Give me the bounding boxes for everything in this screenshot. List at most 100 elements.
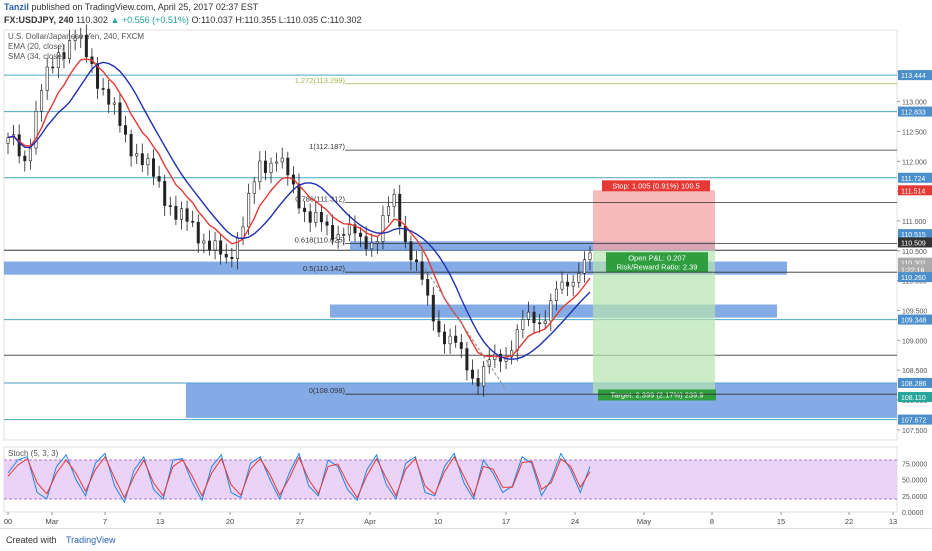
pnl-label: Open P&L: 0.207	[628, 253, 686, 262]
stop-label-box	[602, 180, 710, 192]
candle-body	[247, 193, 251, 228]
rr-label: Risk/Reward Ratio: 2.39	[617, 262, 698, 271]
price-badge	[898, 172, 932, 183]
created-with-text: Created with	[6, 535, 57, 545]
price-badge-label: 108.286	[901, 381, 926, 388]
candle-body	[336, 234, 340, 240]
price-badge	[898, 272, 932, 283]
candle-body	[387, 206, 391, 216]
candle-body	[263, 160, 267, 174]
price-badge-label: 112.833	[901, 110, 926, 117]
candle-body	[34, 110, 38, 149]
sma-line	[7, 61, 591, 360]
candle-body	[370, 242, 374, 250]
price-badge	[898, 257, 932, 268]
x-tick-label: 10	[434, 517, 442, 526]
candle-body	[28, 147, 32, 162]
symbol-label: FX:USDJPY, 240	[4, 15, 74, 25]
candle-body	[571, 282, 575, 287]
candle-body	[303, 207, 307, 213]
low-value: L:110.035	[278, 15, 319, 25]
fib-label: 0.786(111.312)	[295, 194, 345, 203]
y-tick-label: 113.000	[902, 100, 927, 107]
stoch-line-d	[7, 455, 591, 499]
x-tick-label: 13	[156, 517, 164, 526]
target-zone	[593, 250, 715, 394]
candle-body	[560, 281, 564, 290]
ema-legend[interactable]: EMA (20, close)	[8, 42, 65, 51]
x-tick-label: 20	[226, 517, 234, 526]
candle-body	[549, 300, 553, 322]
candle-body	[442, 331, 446, 345]
candle-body	[252, 181, 256, 194]
author-link[interactable]: Tanzil	[4, 2, 29, 12]
candle-body	[353, 224, 357, 234]
x-tick-label: Apr	[364, 517, 376, 526]
candle-body	[235, 237, 239, 259]
support-resistance-zone	[186, 383, 897, 418]
support-resistance-zone	[4, 261, 787, 275]
candle-body	[359, 232, 363, 237]
candle-body	[207, 240, 211, 251]
target-label: Target: 2.399 (2.17%) 239.9	[611, 390, 704, 399]
fib-label: 0(108.098)	[309, 386, 346, 395]
candle-body	[375, 241, 379, 244]
stoch-tick-label: 0.0000	[902, 510, 924, 517]
price-chart[interactable]: 107.500108.000108.500109.000109.500110.0…	[0, 0, 932, 528]
sma-legend[interactable]: SMA (34, close)	[8, 52, 65, 61]
y-tick-label: 112.500	[902, 129, 927, 136]
candle-body	[566, 281, 570, 287]
price-badge-label: 108.110	[901, 395, 926, 402]
open-value: O:110.037	[191, 15, 233, 25]
price-badge	[898, 185, 932, 196]
price-badge-label: 111.724	[901, 176, 925, 183]
candle-body	[174, 206, 178, 220]
candle-body	[258, 160, 262, 183]
candle-body	[543, 320, 547, 324]
x-tick-label: May	[637, 517, 651, 526]
support-resistance-zone	[350, 241, 715, 251]
candle-body	[459, 342, 463, 349]
price-badge	[898, 414, 932, 425]
pnl-label-box	[606, 252, 708, 273]
x-tick-label: 22	[845, 517, 853, 526]
candle-body	[470, 369, 474, 379]
chart-title: U.S. Dollar/Japanese Yen, 240, FXCM	[8, 32, 145, 41]
candle-body	[196, 221, 200, 244]
stoch-tick-label: 75.0000	[902, 461, 927, 468]
fib-label: 1(112.187)	[309, 142, 345, 151]
trendline	[424, 268, 506, 389]
candle-body	[185, 208, 189, 222]
candle-body	[420, 261, 424, 280]
price-badge-label: 110.260	[901, 275, 926, 282]
header-bar: Tanzil published on TradingView.com, Apr…	[0, 0, 932, 30]
x-tick-label: 7	[103, 517, 107, 526]
price-badge	[898, 377, 932, 388]
candle-body	[179, 208, 183, 220]
candle-body	[331, 224, 335, 240]
candle-body	[392, 193, 396, 207]
candle-body	[202, 240, 206, 244]
candle-body	[40, 90, 44, 112]
candle-body	[482, 366, 486, 387]
candle-body	[314, 211, 318, 223]
price-badge-label: 109.348	[901, 318, 926, 325]
x-tick-label: 24	[571, 517, 579, 526]
y-tick-label: 110.500	[902, 249, 927, 256]
candle-body	[515, 329, 519, 351]
stoch-tick-label: 25.0000	[902, 494, 927, 501]
candle-body	[191, 220, 195, 223]
candle-body	[437, 320, 441, 333]
candle-body	[107, 88, 111, 105]
candle-body	[415, 259, 419, 263]
price-badge	[898, 70, 932, 81]
chart-legend: U.S. Dollar/Japanese Yen, 240, FXCM EMA …	[8, 32, 144, 62]
candle-body	[230, 256, 234, 259]
candle-body	[286, 157, 290, 176]
candle-body	[101, 88, 105, 90]
close-value: C:110.302	[320, 15, 362, 25]
candle-body	[588, 252, 592, 261]
tradingview-logo[interactable]: TradingView	[66, 535, 116, 545]
y-tick-label: 109.500	[902, 308, 927, 315]
y-tick-label: 111.000	[902, 219, 926, 226]
